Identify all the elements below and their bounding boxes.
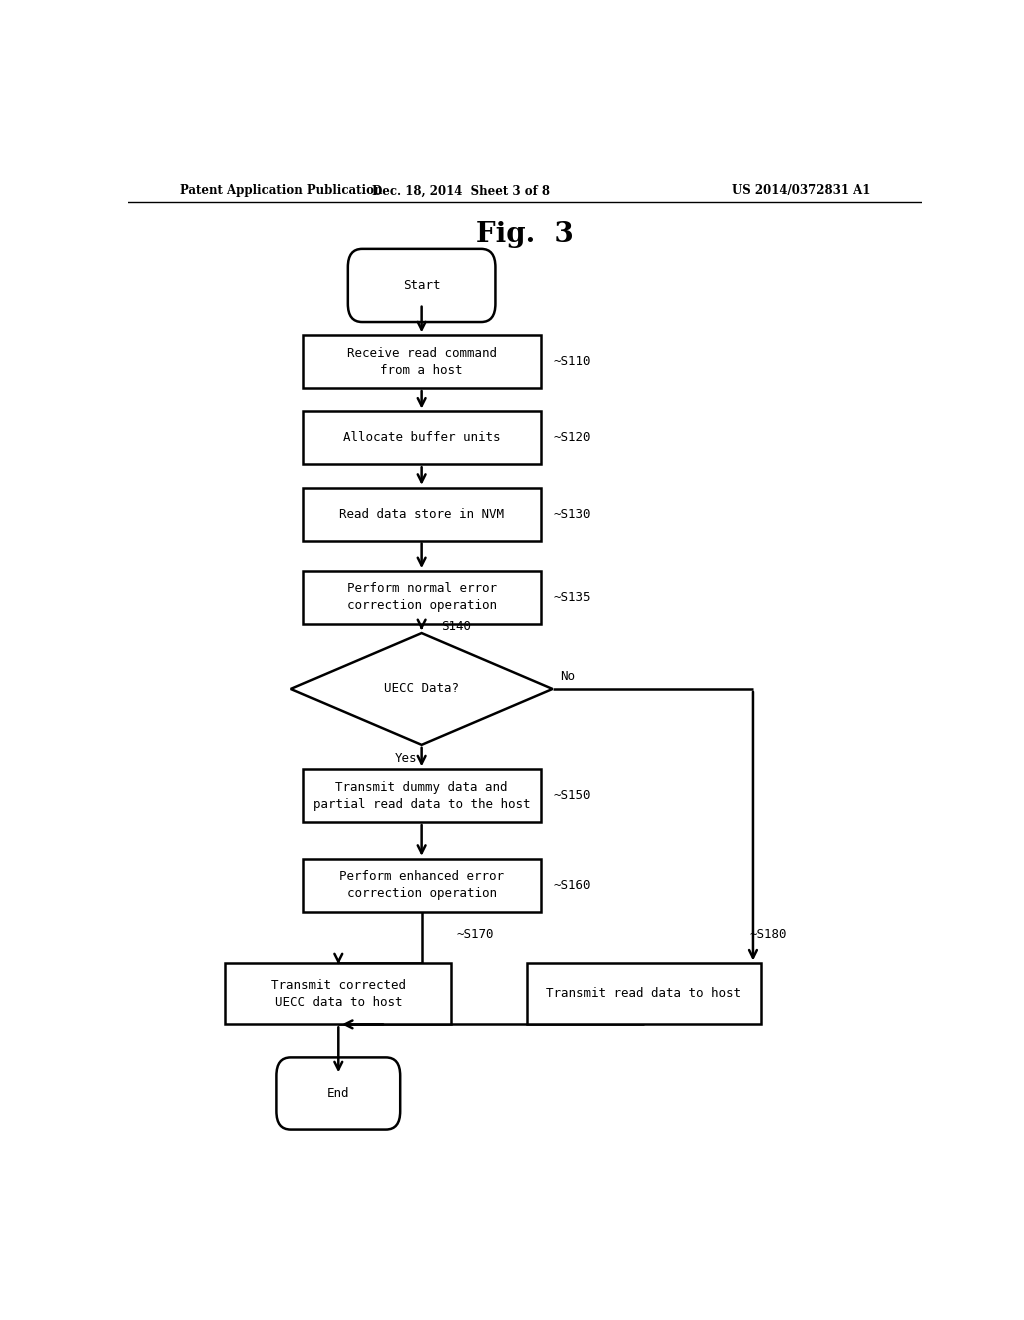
Text: ~S150: ~S150 — [553, 789, 591, 803]
Text: S140: S140 — [441, 620, 471, 634]
Text: Perform normal error
correction operation: Perform normal error correction operatio… — [347, 582, 497, 612]
Text: No: No — [560, 671, 575, 684]
Bar — [303, 770, 541, 822]
Text: Perform enhanced error
correction operation: Perform enhanced error correction operat… — [339, 870, 504, 900]
Bar — [225, 964, 452, 1024]
Text: Allocate buffer units: Allocate buffer units — [343, 432, 501, 445]
Text: ~S135: ~S135 — [553, 591, 591, 605]
Bar — [303, 412, 541, 465]
Text: UECC Data?: UECC Data? — [384, 682, 459, 696]
Polygon shape — [291, 634, 553, 744]
FancyBboxPatch shape — [348, 249, 496, 322]
Bar — [303, 335, 541, 388]
Text: Patent Application Publication: Patent Application Publication — [179, 185, 382, 198]
Text: Transmit corrected
UECC data to host: Transmit corrected UECC data to host — [270, 979, 406, 1008]
FancyBboxPatch shape — [276, 1057, 400, 1130]
Text: Read data store in NVM: Read data store in NVM — [339, 508, 504, 520]
Text: ~S110: ~S110 — [553, 355, 591, 368]
Text: ~S120: ~S120 — [553, 432, 591, 445]
Text: Dec. 18, 2014  Sheet 3 of 8: Dec. 18, 2014 Sheet 3 of 8 — [373, 185, 550, 198]
Text: Yes: Yes — [394, 751, 417, 764]
Text: Receive read command
from a host: Receive read command from a host — [347, 347, 497, 376]
Text: Fig.  3: Fig. 3 — [476, 222, 573, 248]
Bar — [526, 964, 761, 1024]
Text: ~S160: ~S160 — [553, 879, 591, 891]
Bar — [303, 572, 541, 624]
Text: US 2014/0372831 A1: US 2014/0372831 A1 — [731, 185, 870, 198]
Text: End: End — [327, 1086, 349, 1100]
Text: ~S180: ~S180 — [750, 928, 787, 941]
Text: Transmit read data to host: Transmit read data to host — [547, 987, 741, 1001]
Bar — [303, 859, 541, 912]
Text: Start: Start — [402, 279, 440, 292]
Bar — [303, 487, 541, 541]
Text: ~S130: ~S130 — [553, 508, 591, 520]
Text: ~S170: ~S170 — [456, 928, 494, 941]
Text: Transmit dummy data and
partial read data to the host: Transmit dummy data and partial read dat… — [313, 780, 530, 810]
